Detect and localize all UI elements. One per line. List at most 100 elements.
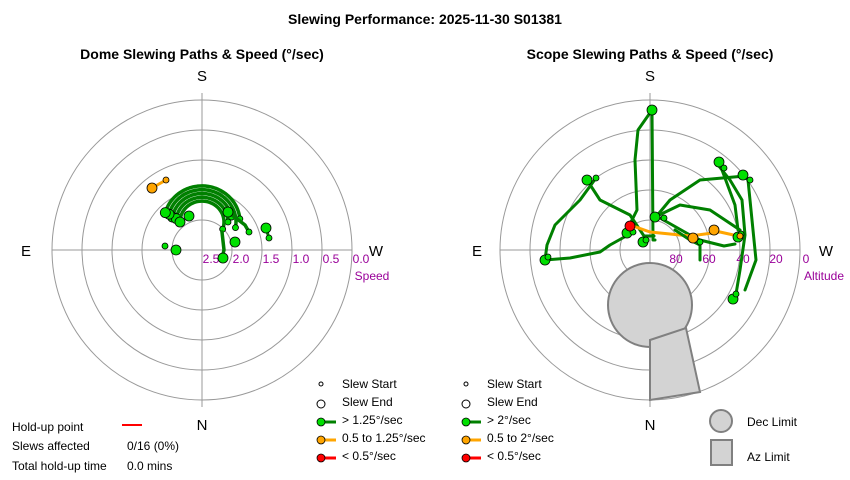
az-limit-swatch [710,439,733,466]
radial-tick-label: 1.0 [293,252,310,266]
dome-slew-paths [146,176,273,264]
scope-compass-w: W [819,243,834,260]
slews-affected-label: Slews affected [12,439,90,453]
legend-marker-swatch [316,417,326,427]
scope-compass-e: E [472,243,482,260]
legend-label: Slew Start [342,377,397,391]
legend-label: 0.5 to 2°/sec [487,431,554,445]
slew-end-marker [708,224,720,236]
dec-limit-label: Dec Limit [747,415,798,429]
legend-label: Slew End [342,395,393,409]
legend-label: Slew Start [487,377,542,391]
dome-legend: Slew Start Slew End > 1.25°/sec 0.5 to 1.25… [316,377,426,463]
dome-compass-n: N [197,417,208,434]
slew-end-marker [624,220,636,232]
radial-tick-label: 2.5 [203,252,220,266]
radial-tick-label: 60 [702,252,716,266]
slew-end-marker [581,174,593,186]
slew-path [178,199,226,231]
radial-tick-label: 0 [803,252,810,266]
az-limit-region [649,326,702,402]
slew-end-marker [222,206,234,218]
slew-path [653,174,747,220]
slew-end-marker [170,244,182,256]
slew-end-marker [713,156,725,168]
slew-end-marker [183,210,195,222]
radial-tick-label: 0.0 [353,252,370,266]
holdup-time-label: Total hold-up time [12,459,107,473]
slew-start-marker [696,238,704,246]
slew-end-marker [229,236,241,248]
slew-end-marker [174,216,186,228]
dome-grid [51,93,353,407]
radial-tick-label: 1.5 [263,252,280,266]
slew-start-marker [736,232,744,240]
legend-marker-swatch [461,435,471,445]
slew-path [170,191,234,219]
slew-end-marker [646,104,658,116]
slew-end-marker [737,169,749,181]
legend-marker-swatch [316,435,326,445]
slew-start-marker [232,224,239,232]
slew-end-marker [217,252,229,264]
scope-polar-chart: Scope Slewing Paths & Speed (°/sec) S N … [472,46,844,434]
dome-compass-w: W [369,243,384,260]
dec-limit-swatch [709,409,733,433]
slew-end-marker [687,232,699,244]
slew-start-marker [245,228,253,236]
slew-start-marker [265,234,273,242]
slew-end-marker [649,211,661,223]
scope-legend: Slew Start Slew End > 2°/sec 0.5 to 2°/sec <… [461,377,554,463]
slew-end-marker [146,182,158,194]
slews-affected-value: 0/16 (0%) [127,439,179,453]
scope-radial-ticks: 80 60 40 20 0 [669,252,809,266]
legend-marker-swatch [461,453,471,463]
slew-path [543,176,598,262]
slew-start-marker [544,253,552,261]
radial-tick-label: 0.5 [323,252,340,266]
scope-compass-n: N [645,417,656,434]
dome-radial-label: Speed [355,269,390,283]
holdup-info: Hold-up point Slews affected 0/16 (0%) T… [12,420,179,473]
slew-path [585,178,656,238]
slew-path [650,108,657,242]
slew-end-swatch [316,399,326,409]
scope-chart-title: Scope Slewing Paths & Speed (°/sec) [527,46,774,62]
radial-tick-label: 20 [769,252,783,266]
slew-path [167,187,238,230]
slew-start-marker [732,290,740,298]
legend-label: < 0.5°/sec [487,449,541,463]
slew-start-marker [592,174,600,182]
slew-path [543,233,630,262]
slew-start-marker [660,214,668,222]
legend-label: > 2°/sec [487,413,531,427]
dome-compass-s: S [197,68,207,85]
scope-radial-label: Altitude [804,269,844,283]
legend-marker-swatch [316,453,326,463]
limits-legend: Dec Limit Az Limit [709,409,798,466]
slew-path [653,203,742,232]
holdup-point-label: Hold-up point [12,420,84,434]
legend-label: 0.5 to 1.25°/sec [342,431,426,445]
slew-end-swatch [461,399,471,409]
radial-tick-label: 2.0 [233,252,250,266]
slew-start-marker [642,236,650,244]
dome-compass-e: E [21,243,31,260]
slew-start-marker [162,176,170,184]
legend-label: Slew End [487,395,538,409]
scope-slew-paths [539,104,758,305]
slew-end-marker [159,207,171,219]
slew-start-marker [720,164,728,172]
dome-chart-title: Dome Slewing Paths & Speed (°/sec) [80,46,324,62]
slew-path [163,184,242,221]
legend-label: < 0.5°/sec [342,449,396,463]
slew-path [626,108,654,230]
legend-marker-swatch [461,417,471,427]
scope-compass-s: S [645,68,655,85]
dome-polar-chart: Dome Slewing Paths & Speed (°/sec) S N E… [21,46,389,434]
slew-start-marker [746,176,754,184]
holdup-time-value: 0.0 mins [127,459,172,473]
slew-path [628,223,722,238]
